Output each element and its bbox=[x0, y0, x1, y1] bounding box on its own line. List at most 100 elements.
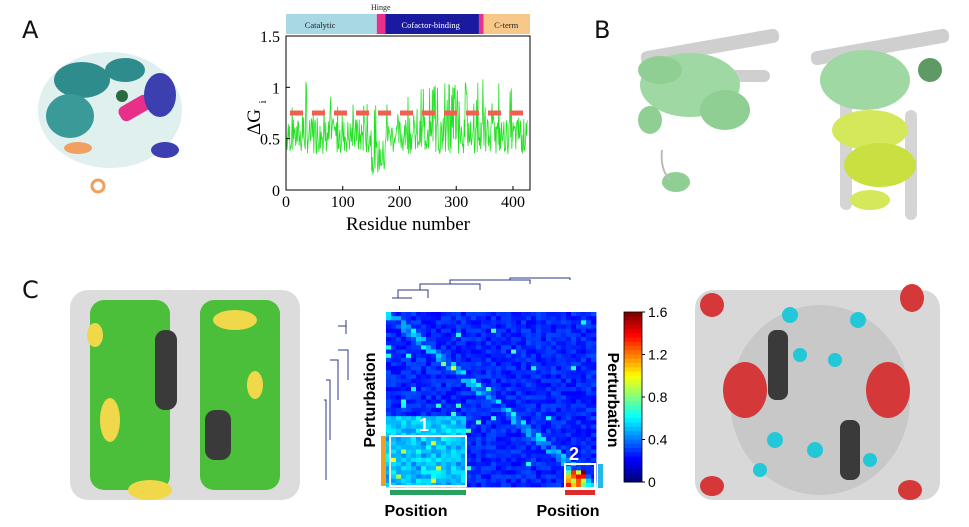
heatmap-cell bbox=[591, 362, 597, 367]
heatmap-cell bbox=[456, 391, 462, 396]
heatmap-cell bbox=[426, 316, 432, 321]
heatmap-cell bbox=[526, 449, 532, 455]
heatmap-cell bbox=[541, 353, 547, 359]
heatmap-cell bbox=[571, 457, 577, 463]
heatmap-cell bbox=[416, 345, 422, 350]
heatmap-cell bbox=[431, 374, 437, 380]
heatmap-cell bbox=[531, 474, 537, 480]
heatmap-cell bbox=[441, 324, 447, 330]
heatmap-cell bbox=[546, 366, 552, 371]
heatmap-cell bbox=[516, 416, 522, 421]
heatmap-cell bbox=[481, 395, 487, 400]
heatmap-cell bbox=[471, 378, 477, 384]
heatmap-cell bbox=[466, 424, 472, 430]
heatmap-cell bbox=[506, 420, 512, 425]
heatmap-cell bbox=[531, 416, 537, 421]
heatmap-cell bbox=[466, 428, 472, 434]
heatmap-cell bbox=[466, 403, 472, 409]
heatmap-cell bbox=[391, 349, 397, 355]
heatmap-cell bbox=[491, 428, 497, 434]
heatmap-cell bbox=[446, 353, 452, 359]
heatmap-cell bbox=[466, 332, 472, 338]
heatmap-cell bbox=[446, 428, 452, 434]
left-marker-orange bbox=[381, 436, 386, 486]
heatmap-cell bbox=[431, 445, 437, 450]
heatmap-cell bbox=[486, 478, 492, 484]
heatmap-cell bbox=[421, 349, 427, 355]
heatmap-cell bbox=[591, 432, 597, 438]
heatmap-cell bbox=[441, 424, 447, 430]
heatmap-cell bbox=[451, 316, 457, 321]
heatmap-cell bbox=[511, 378, 517, 384]
heatmap-cell bbox=[431, 353, 437, 359]
heatmap-cell bbox=[411, 320, 417, 325]
heatmap-cell bbox=[566, 474, 572, 480]
heatmap-cell bbox=[566, 357, 572, 363]
heatmap-cell bbox=[396, 457, 402, 463]
colorbar-segment bbox=[624, 380, 642, 385]
heatmap-cell bbox=[561, 437, 567, 442]
heatmap-cell bbox=[436, 374, 442, 380]
x-tick-label: 300 bbox=[444, 194, 468, 211]
heatmap-cell bbox=[471, 387, 477, 392]
heatmap-cell bbox=[431, 362, 437, 367]
heatmap-cell bbox=[396, 328, 402, 334]
heatmap-cell bbox=[491, 424, 497, 430]
heatmap-cell bbox=[476, 337, 482, 342]
heatmap-cell bbox=[546, 320, 552, 325]
heatmap-cell bbox=[491, 466, 497, 471]
heatmap-cell bbox=[456, 395, 462, 400]
heatmap-cell bbox=[531, 378, 537, 384]
heatmap-cell bbox=[466, 407, 472, 413]
heatmap-cell bbox=[391, 320, 397, 325]
heatmap-cell bbox=[516, 432, 522, 438]
heatmap-cell bbox=[531, 482, 537, 488]
heatmap-cell bbox=[496, 424, 502, 430]
heatmap-cell bbox=[541, 374, 547, 380]
heatmap-cell bbox=[591, 357, 597, 363]
heatmap-cell bbox=[481, 428, 487, 434]
heatmap-cell bbox=[421, 387, 427, 392]
heatmap-cell bbox=[501, 441, 507, 446]
heatmap-cell bbox=[591, 312, 597, 317]
heatmap-cell bbox=[411, 387, 417, 392]
heatmap-cell bbox=[421, 399, 427, 405]
heatmap-cell bbox=[441, 478, 447, 484]
heatmap-cell bbox=[526, 437, 532, 442]
heatmap-cell bbox=[581, 316, 587, 321]
heatmap-cell bbox=[436, 403, 442, 409]
heatmap-cell bbox=[496, 374, 502, 380]
heatmap-cell bbox=[456, 428, 462, 434]
heatmap-cell bbox=[421, 478, 427, 484]
heatmap-cell bbox=[506, 332, 512, 338]
heatmap-cell bbox=[541, 378, 547, 384]
heatmap-cell bbox=[421, 412, 427, 417]
heatmap-cell bbox=[411, 337, 417, 342]
heatmap-cell bbox=[416, 332, 422, 338]
heatmap-cell bbox=[586, 399, 592, 405]
heatmap-cell bbox=[546, 312, 552, 317]
heatmap-cell bbox=[456, 474, 462, 480]
heatmap-cell bbox=[531, 432, 537, 438]
axis-label-perturbation-left: Perturbation bbox=[362, 352, 379, 447]
heatmap-cell bbox=[551, 428, 557, 434]
heatmap-cell bbox=[546, 349, 552, 355]
heatmap-cell bbox=[456, 478, 462, 484]
heatmap-cell bbox=[511, 403, 517, 409]
x-tick-label: 200 bbox=[387, 194, 411, 211]
heatmap-cell bbox=[446, 387, 452, 392]
heatmap-cell bbox=[536, 332, 542, 338]
heatmap-cell bbox=[566, 324, 572, 330]
heatmap-cell bbox=[511, 312, 517, 317]
heatmap-cell bbox=[401, 395, 407, 400]
heatmap-cell bbox=[591, 478, 597, 484]
heatmap-cell bbox=[566, 445, 572, 450]
heatmap-cell bbox=[561, 457, 567, 463]
heatmap-cell bbox=[471, 366, 477, 371]
heatmap-cell bbox=[511, 387, 517, 392]
heatmap-cell bbox=[576, 403, 582, 409]
domain-label-hinge: Hinge bbox=[371, 3, 391, 12]
heatmap-cell bbox=[471, 462, 477, 467]
heatmap-cell bbox=[576, 412, 582, 417]
heatmap-cell bbox=[546, 382, 552, 388]
